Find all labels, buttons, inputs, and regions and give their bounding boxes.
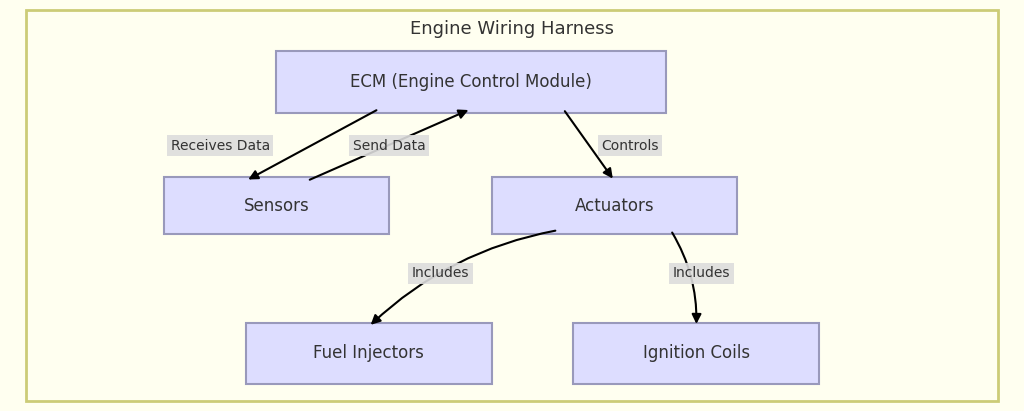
Text: Includes: Includes	[673, 266, 730, 280]
FancyBboxPatch shape	[276, 51, 666, 113]
Text: Engine Wiring Harness: Engine Wiring Harness	[410, 20, 614, 38]
FancyBboxPatch shape	[26, 10, 998, 401]
FancyBboxPatch shape	[492, 177, 737, 234]
Text: ECM (Engine Control Module): ECM (Engine Control Module)	[350, 73, 592, 91]
Text: Ignition Coils: Ignition Coils	[643, 344, 750, 363]
Text: Send Data: Send Data	[352, 139, 426, 153]
Text: Actuators: Actuators	[574, 196, 654, 215]
Text: Fuel Injectors: Fuel Injectors	[313, 344, 424, 363]
Text: Sensors: Sensors	[244, 196, 309, 215]
FancyBboxPatch shape	[573, 323, 819, 384]
FancyBboxPatch shape	[164, 177, 389, 234]
Text: Includes: Includes	[412, 266, 469, 280]
FancyBboxPatch shape	[246, 323, 492, 384]
Text: Receives Data: Receives Data	[171, 139, 269, 153]
Text: Controls: Controls	[601, 139, 658, 153]
